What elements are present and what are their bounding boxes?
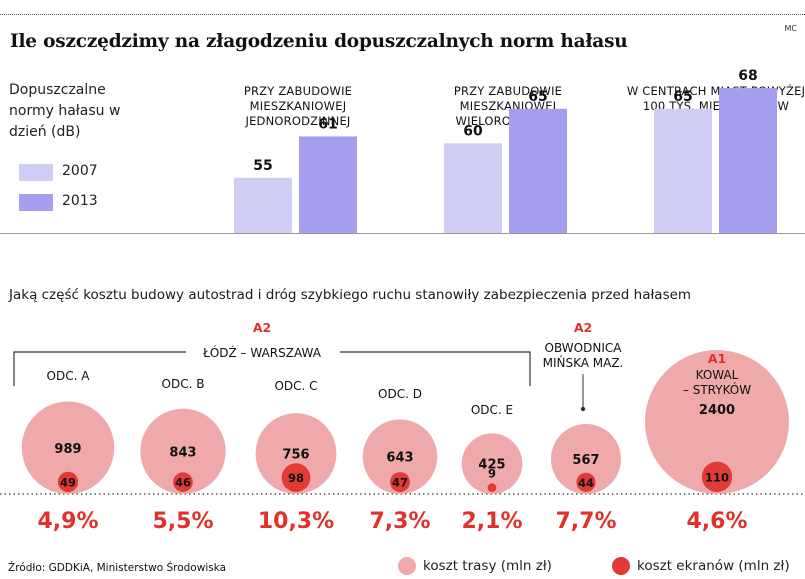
author-credit: MC xyxy=(784,24,798,33)
percent-label-4: 7,3% xyxy=(369,509,430,534)
source-note: Źródło: GDDKiA, Ministerstwo Środowiska xyxy=(8,562,227,574)
category-label-1: PRZY ZABUDOWIE MIESZKANIOWEJ JEDNORODZIN… xyxy=(243,84,353,128)
group-name-kowal-line1: KOWAL xyxy=(696,368,739,382)
group-name-minsk-line1: OBWODNICA xyxy=(545,341,623,355)
percent-label-7: 4,6% xyxy=(686,509,747,534)
bar-value-2013-3: 68 xyxy=(738,68,757,84)
bar-value-2007-1: 55 xyxy=(253,158,272,174)
group-name-kowal-line2: – STRYKÓW xyxy=(683,382,751,397)
bar-2013-2 xyxy=(509,108,567,233)
route-cost-value-1: 989 xyxy=(54,442,81,457)
screen-cost-bubble-3 xyxy=(281,463,311,492)
legend-label-route-cost: koszt trasy (mln zł) xyxy=(423,558,552,574)
percent-label-1: 4,9% xyxy=(37,509,98,534)
screen-cost-bubble-7 xyxy=(701,461,733,492)
screen-cost-bubble-4 xyxy=(390,472,410,492)
costs-subtitle: Jaką część kosztu budowy autostrad i dró… xyxy=(9,287,692,303)
screen-cost-bubble-2 xyxy=(173,472,193,492)
section-label-4: ODC. D xyxy=(378,387,422,401)
screen-cost-value-4: 47 xyxy=(392,476,408,490)
group-name-minsk-line2: MIŃSKA MAZ. xyxy=(543,355,624,370)
bar-baseline xyxy=(0,233,805,234)
screen-cost-value-2: 46 xyxy=(175,476,191,490)
screen-cost-bubble-1 xyxy=(57,471,79,492)
section-label-5: ODC. E xyxy=(471,403,513,417)
group-name-backdrop xyxy=(186,346,340,360)
section-label-3: ODC. C xyxy=(274,379,317,393)
group-road-a1: A1 xyxy=(708,351,726,366)
legend-label-2007: 2007 xyxy=(62,163,98,179)
route-cost-bubble-2 xyxy=(140,408,226,494)
route-cost-bubble-5 xyxy=(461,433,523,494)
route-cost-bubble-7 xyxy=(644,349,790,495)
legend-swatch-2013 xyxy=(19,194,53,211)
legend-label-screen-cost: koszt ekranów (mln zł) xyxy=(637,558,790,574)
screen-cost-value-1: 49 xyxy=(60,475,76,489)
screen-cost-value-6: 44 xyxy=(578,476,594,490)
legend-swatch-2007 xyxy=(19,164,53,181)
top-divider xyxy=(0,14,805,15)
group-road-a2-minsk: A2 xyxy=(574,320,592,335)
percent-label-5: 2,1% xyxy=(461,509,522,534)
group-name-lodz-warszawa: ŁÓDŹ – WARSZAWA xyxy=(202,345,322,360)
route-cost-value-3: 756 xyxy=(282,448,309,463)
route-cost-value-6: 567 xyxy=(572,453,599,468)
bar-value-2007-2: 60 xyxy=(463,123,483,139)
route-cost-value-2: 843 xyxy=(169,445,196,460)
screen-cost-value-3: 98 xyxy=(288,471,304,485)
bar-value-2007-3: 65 xyxy=(673,89,692,105)
legend-dot-route-cost xyxy=(398,557,416,575)
group-road-a2-lodz: A2 xyxy=(253,320,271,335)
page-title: Ile oszczędzimy na złagodzeniu dopuszcza… xyxy=(10,31,628,52)
bar-value-2013-1: 61 xyxy=(318,116,337,132)
screen-cost-value-5: 9 xyxy=(488,466,496,480)
legend-label-2013: 2013 xyxy=(62,193,98,209)
section-label-2: ODC. B xyxy=(162,377,205,391)
screen-cost-bubble-6 xyxy=(576,472,596,492)
group-name-minsk: OBWODNICA MIŃSKA MAZ. xyxy=(543,341,624,370)
bar-2007-2 xyxy=(444,143,502,233)
bar-2013-1 xyxy=(299,136,357,233)
route-cost-bubble-6 xyxy=(550,423,622,494)
percent-label-6: 7,7% xyxy=(555,509,616,534)
legend-dot-screen-cost xyxy=(612,557,630,575)
route-cost-value-5: 425 xyxy=(478,458,505,473)
bar-2007-3 xyxy=(654,108,712,233)
route-cost-value-4: 643 xyxy=(386,451,413,466)
route-cost-bubble-4 xyxy=(362,419,438,494)
route-cost-bubble-1 xyxy=(21,401,115,494)
bar-value-2013-2: 65 xyxy=(528,89,547,105)
screen-cost-bubble-5 xyxy=(487,483,497,492)
bar-2013-3 xyxy=(719,88,777,233)
bar-2007-1 xyxy=(234,177,292,233)
screen-cost-value-7: 110 xyxy=(705,470,729,484)
noise-bar-chart: 55 60 65 61 65 68 xyxy=(234,68,777,233)
percent-label-2: 5,5% xyxy=(152,509,213,534)
section-label-1: ODC. A xyxy=(47,369,91,383)
percent-label-3: 10,3% xyxy=(258,509,334,534)
minsk-pointer-dot xyxy=(580,406,586,412)
noise-ylabel: Dopuszczalne normy hałasu w dzień (dB) xyxy=(9,82,121,140)
route-cost-value-7: 2400 xyxy=(699,403,735,418)
route-cost-bubble-3 xyxy=(255,413,337,495)
group-name-kowal-strykow: KOWAL – STRYKÓW xyxy=(683,368,751,397)
